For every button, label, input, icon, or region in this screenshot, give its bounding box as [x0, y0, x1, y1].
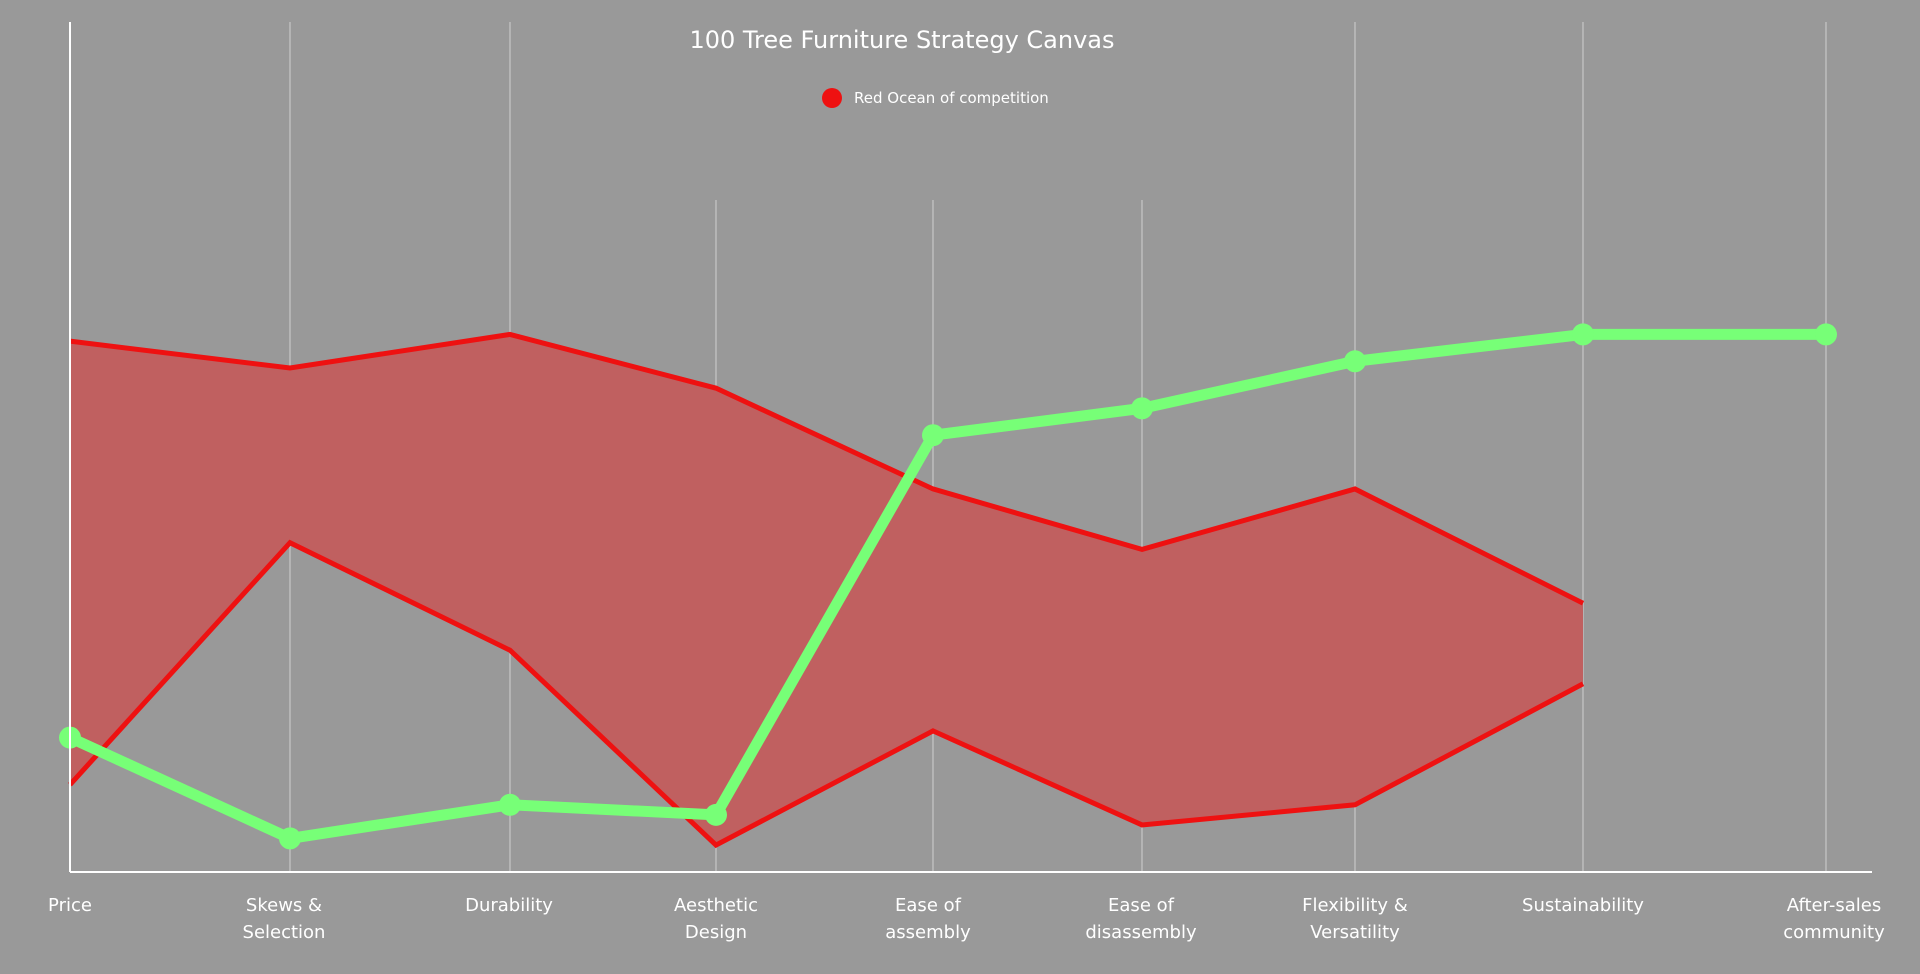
legend-label: Red Ocean of competition: [854, 89, 1049, 107]
x-tick-label-line: Durability: [465, 895, 553, 916]
legend-swatch: [822, 88, 842, 108]
x-tick-label-line: Ease of: [895, 895, 962, 916]
x-tick-labels: Price Skews & Selection Durability Aesthetic…: [48, 895, 1885, 943]
x-tick-label-line: Ease of: [1108, 895, 1175, 916]
x-tick-label-line: Aesthetic: [674, 895, 758, 916]
x-tick-label: Sustainability: [1522, 895, 1644, 916]
axes: [69, 22, 1872, 873]
x-tick-label: Durability: [465, 895, 553, 916]
x-tick-label: Ease of assembly: [885, 895, 971, 943]
x-tick-label: Ease of disassembly: [1085, 895, 1197, 943]
x-tick-label: Aesthetic Design: [674, 895, 758, 943]
x-tick-label-line: Skews &: [246, 895, 322, 916]
company-point: [499, 793, 521, 816]
company-point: [1572, 323, 1594, 346]
company-point: [279, 827, 301, 850]
red-ocean-lower-line: [68, 539, 1585, 849]
red-ocean-upper-line: [69, 331, 1585, 606]
x-tick-label: After-sales community: [1783, 895, 1885, 943]
x-tick-label-line: Price: [48, 895, 92, 916]
x-tick-label-line: assembly: [885, 922, 971, 943]
chart-title: 100 Tree Furniture Strategy Canvas: [689, 26, 1114, 54]
red-ocean-band: [68, 331, 1585, 849]
x-tick-label: Skews & Selection: [243, 895, 326, 943]
company-point: [705, 803, 727, 826]
x-tick-label-line: Design: [685, 922, 747, 943]
x-tick-label-line: Flexibility &: [1302, 895, 1408, 916]
legend: Red Ocean of competition: [822, 88, 1049, 108]
x-tick-label: Flexibility & Versatility: [1302, 895, 1408, 943]
x-tick-label-line: disassembly: [1085, 922, 1197, 943]
company-point: [1815, 323, 1837, 346]
company-point: [922, 424, 944, 447]
x-tick-label-line: Selection: [243, 922, 326, 943]
x-tick-label-line: Sustainability: [1522, 895, 1644, 916]
company-point: [1131, 397, 1153, 420]
x-tick-label: Price: [48, 895, 92, 916]
company-point: [1344, 350, 1366, 373]
x-tick-label-line: community: [1783, 922, 1885, 943]
red-ocean-area: [70, 334, 1583, 846]
grid-lines: [289, 22, 1827, 872]
x-tick-label-line: Versatility: [1310, 922, 1400, 943]
x-tick-label-line: After-sales: [1787, 895, 1881, 916]
